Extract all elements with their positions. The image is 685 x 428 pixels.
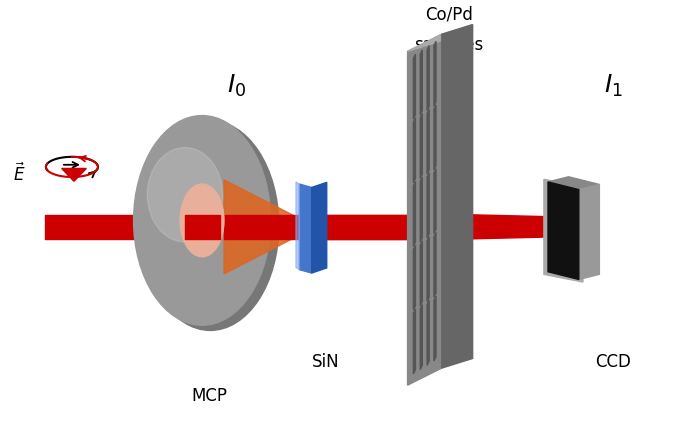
Polygon shape bbox=[413, 54, 415, 119]
Text: MCP: MCP bbox=[191, 387, 227, 405]
Polygon shape bbox=[224, 180, 305, 274]
Polygon shape bbox=[420, 50, 422, 115]
Polygon shape bbox=[312, 182, 327, 273]
Polygon shape bbox=[413, 245, 415, 310]
Polygon shape bbox=[408, 34, 442, 385]
Polygon shape bbox=[427, 109, 429, 174]
Ellipse shape bbox=[142, 121, 279, 330]
Ellipse shape bbox=[134, 116, 271, 325]
Polygon shape bbox=[413, 181, 415, 247]
Text: Co/Pd: Co/Pd bbox=[425, 6, 473, 24]
Polygon shape bbox=[299, 184, 312, 273]
Polygon shape bbox=[420, 241, 422, 306]
Text: samples: samples bbox=[414, 36, 484, 54]
Text: $\vec{E}$: $\vec{E}$ bbox=[13, 162, 25, 184]
Polygon shape bbox=[544, 179, 583, 282]
Polygon shape bbox=[434, 42, 436, 106]
Polygon shape bbox=[427, 300, 429, 366]
Polygon shape bbox=[434, 232, 436, 297]
Polygon shape bbox=[434, 105, 436, 170]
Polygon shape bbox=[62, 169, 86, 181]
Polygon shape bbox=[473, 215, 548, 239]
Polygon shape bbox=[427, 237, 429, 302]
Text: $I_0$: $I_0$ bbox=[227, 72, 246, 99]
Polygon shape bbox=[420, 177, 422, 242]
Text: SiN: SiN bbox=[312, 353, 339, 371]
Polygon shape bbox=[434, 169, 436, 234]
Polygon shape bbox=[548, 177, 599, 190]
Polygon shape bbox=[420, 305, 422, 369]
Polygon shape bbox=[434, 296, 436, 361]
Polygon shape bbox=[420, 113, 422, 178]
Polygon shape bbox=[579, 184, 599, 279]
Text: CCD: CCD bbox=[595, 353, 631, 371]
Polygon shape bbox=[413, 118, 415, 183]
Polygon shape bbox=[427, 173, 429, 238]
Polygon shape bbox=[548, 182, 579, 279]
Polygon shape bbox=[408, 25, 473, 51]
Text: $I_1$: $I_1$ bbox=[603, 72, 623, 99]
Ellipse shape bbox=[147, 148, 223, 242]
Ellipse shape bbox=[180, 184, 224, 257]
Polygon shape bbox=[442, 25, 473, 368]
Polygon shape bbox=[296, 182, 299, 270]
Polygon shape bbox=[413, 309, 415, 374]
Polygon shape bbox=[427, 46, 429, 110]
